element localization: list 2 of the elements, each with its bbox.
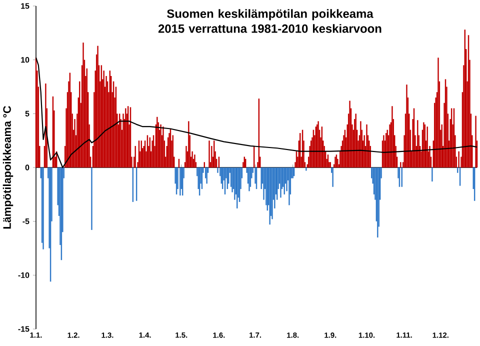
text: Suomen keskilämpötilan poikkeama 2015 verrattuna 1981-2010 keskiarvoon <box>158 9 382 33</box>
y-axis-title: Lämpötilapoikkeama °C <box>2 106 14 229</box>
